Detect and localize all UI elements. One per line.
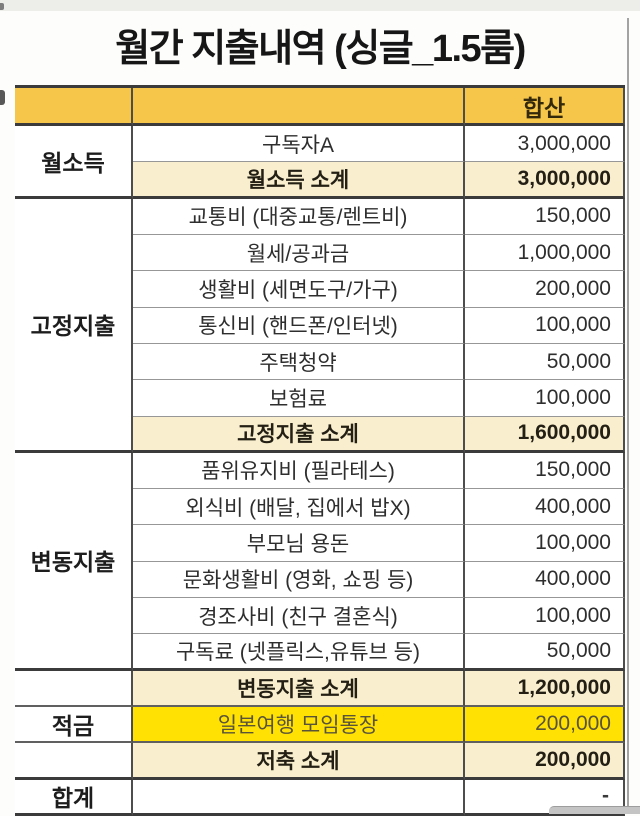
amount-cell: 200,000 xyxy=(465,271,625,308)
amount-cell: 1,000,000 xyxy=(465,234,625,272)
photo-artifact xyxy=(0,3,4,10)
item-label-cell xyxy=(133,779,465,816)
item-label-cell: 부모님 용돈 xyxy=(133,525,465,562)
item-label-cell: 문화생활비 (영화, 쇼핑 등) xyxy=(133,561,465,599)
cropped-overlay-bar xyxy=(549,806,640,814)
category-cell: 변동지출 xyxy=(15,452,133,671)
item-label-cell: 고정지출 소계 xyxy=(133,416,465,453)
item-label-cell: 교통비 (대중교통/렌트비) xyxy=(133,198,465,235)
amount-cell: 합산 xyxy=(465,88,625,126)
item-label-cell: 저축 소계 xyxy=(133,743,465,780)
amount-cell: 50,000 xyxy=(465,634,625,671)
amount-cell: 1,200,000 xyxy=(465,670,625,708)
amount-cell: 100,000 xyxy=(465,598,625,635)
amount-cell: 50,000 xyxy=(465,343,625,381)
item-label-cell: 월세/공과금 xyxy=(133,234,465,272)
item-label-cell: 통신비 (핸드폰/인터넷) xyxy=(133,307,465,344)
amount-cell: 400,000 xyxy=(465,489,625,526)
top-gray-strip xyxy=(0,0,640,11)
amount-cell: 100,000 xyxy=(465,380,625,417)
item-label-cell: 일본여행 모임통장 xyxy=(133,707,465,744)
item-label-cell: 변동지출 소계 xyxy=(133,670,465,708)
item-label-cell: 외식비 (배달, 집에서 밥X) xyxy=(133,489,465,526)
category-cell: 고정지출 xyxy=(15,198,133,453)
amount-cell: 200,000 xyxy=(465,743,625,780)
category-cell xyxy=(15,88,133,126)
page-title: 월간 지출내역 (싱글_1.5룸) xyxy=(115,28,526,70)
item-label-cell xyxy=(133,88,465,126)
category-cell: 적금 xyxy=(15,707,133,744)
category-cell: 합계 xyxy=(15,779,133,816)
amount-cell: 1,600,000 xyxy=(465,416,625,453)
item-label-cell: 구독료 (넷플릭스,유튜브 등) xyxy=(133,634,465,671)
item-label-cell: 생활비 (세면도구/가구) xyxy=(133,271,465,308)
amount-cell: 400,000 xyxy=(465,561,625,599)
category-cell xyxy=(15,743,133,780)
category-cell: 월소득 xyxy=(15,126,133,199)
item-label-cell: 구독자A xyxy=(133,126,465,163)
amount-cell: 100,000 xyxy=(465,307,625,344)
amount-cell: 150,000 xyxy=(465,452,625,490)
item-label-cell: 보험료 xyxy=(133,380,465,417)
item-label-cell: 경조사비 (친구 결혼식) xyxy=(133,598,465,635)
item-label-cell: 주택청약 xyxy=(133,343,465,381)
amount-cell: 3,000,000 xyxy=(465,126,625,163)
item-label-cell: 월소득 소계 xyxy=(133,162,465,199)
amount-cell: 3,000,000 xyxy=(465,162,625,199)
amount-cell: 200,000 xyxy=(465,707,625,744)
amount-cell: 100,000 xyxy=(465,525,625,562)
amount-cell: 150,000 xyxy=(465,198,625,235)
category-cell xyxy=(15,670,133,708)
photo-artifact xyxy=(0,90,5,105)
item-label-cell: 품위유지비 (필라테스) xyxy=(133,452,465,490)
sheet-right-edge-line xyxy=(627,18,629,813)
